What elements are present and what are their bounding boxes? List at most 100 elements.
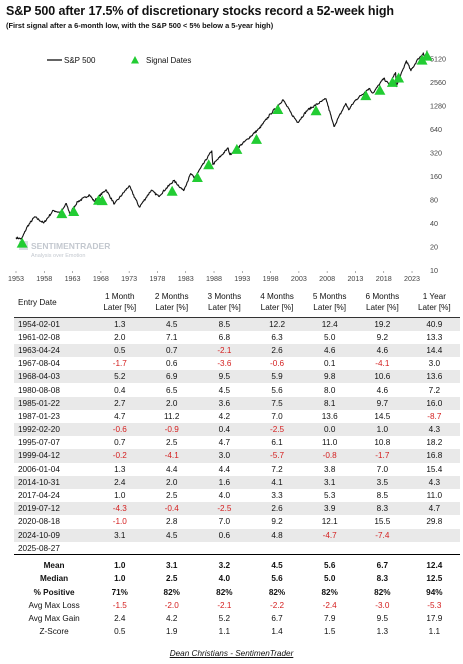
return-cell: 16.0 xyxy=(426,398,443,408)
col-header: 1 Year Later [%] xyxy=(417,292,451,312)
return-cell: 11.0 xyxy=(426,491,442,501)
signal-marker xyxy=(421,50,433,61)
return-cell: 9.7 xyxy=(376,398,389,408)
entry-date-cell: 1980-08-08 xyxy=(18,385,60,395)
return-cell: -1.0 xyxy=(112,517,127,527)
return-cell xyxy=(198,542,251,555)
return-cell: 2.6 xyxy=(271,504,283,514)
entry-date-cell: 1967-08-04 xyxy=(18,359,60,369)
return-cell: 2.0 xyxy=(166,398,178,408)
return-cell: -2.1 xyxy=(217,345,232,355)
return-cell: -3.6 xyxy=(217,359,232,369)
entry-date-cell: 1963-04-24 xyxy=(18,345,60,355)
return-cell xyxy=(409,529,460,542)
return-cell: 12.1 xyxy=(321,517,338,527)
x-tick-label: 1978 xyxy=(149,274,165,282)
x-tick-label: 1983 xyxy=(178,274,194,282)
return-cell: 5.2 xyxy=(114,372,126,382)
table-row: 1987-01-23 4.7 11.2 4.2 7.0 13.6 14.5 -8.7 xyxy=(14,410,460,423)
return-cell: -1.7 xyxy=(112,359,127,369)
summary-value: 6.7 xyxy=(356,554,409,573)
return-cell: 4.2 xyxy=(218,411,231,421)
signal-marker xyxy=(56,208,68,219)
entry-date-cell: 2019-07-12 xyxy=(18,504,60,514)
x-tick-label: 1988 xyxy=(206,274,222,282)
return-cell: 3.0 xyxy=(428,359,441,369)
summary-value: 82% xyxy=(374,587,391,597)
return-cell: 6.5 xyxy=(166,385,178,395)
summary-label: Avg Max Gain xyxy=(28,614,80,624)
return-cell: 10.6 xyxy=(374,372,391,382)
summary-value: -2.0 xyxy=(164,600,179,610)
y-tick-label: 10 xyxy=(430,266,438,275)
return-cell: 3.9 xyxy=(323,504,336,514)
col-header: 5 Months Later [%] xyxy=(312,292,347,312)
x-tick-label: 1968 xyxy=(93,274,109,282)
table-row: 1999-04-12 -0.2 -4.1 3.0 -5.7 -0.8 -1.7 16.8 xyxy=(14,449,460,463)
return-cell: 4.4 xyxy=(166,464,178,474)
return-cell: -2.5 xyxy=(217,504,232,514)
return-cell: 9.2 xyxy=(376,332,389,342)
return-cell: 2.5 xyxy=(166,491,178,501)
signal-marker xyxy=(251,133,263,144)
return-cell: 0.4 xyxy=(218,425,231,435)
return-cell: 0.7 xyxy=(166,345,178,355)
return-cell xyxy=(409,542,460,555)
summary-value: 2.5 xyxy=(166,574,178,584)
return-cell: 1.0 xyxy=(376,425,389,435)
entry-date-cell: 1985-01-22 xyxy=(18,398,60,408)
return-cell: 3.6 xyxy=(218,398,231,408)
return-cell: 2.7 xyxy=(114,398,126,408)
return-cell: -0.2 xyxy=(112,451,127,461)
summary-row: Z-Score 0.5 1.9 1.1 1.4 1.5 1.3 1.1 xyxy=(14,625,460,638)
return-cell: 4.5 xyxy=(145,316,199,331)
x-tick-label: 1953 xyxy=(8,274,24,282)
summary-row: Avg Max Gain 2.4 4.2 5.2 6.7 7.9 9.5 17.9 xyxy=(14,612,460,625)
return-cell: -4.1 xyxy=(164,451,179,461)
return-cell: -0.9 xyxy=(164,425,179,435)
table-row: 2014-10-31 2.4 2.0 1.6 4.1 3.1 3.5 4.3 xyxy=(14,475,460,489)
return-cell: 12.4 xyxy=(303,316,357,331)
return-cell: 0.7 xyxy=(114,438,126,448)
return-cell: -4.3 xyxy=(112,504,127,514)
legend-line-label: S&P 500 xyxy=(64,56,96,65)
return-cell: 4.8 xyxy=(271,530,283,540)
return-cell: 7.0 xyxy=(218,517,231,527)
return-cell: 1.0 xyxy=(114,491,126,501)
return-cell: -7.4 xyxy=(375,530,390,540)
return-cell: 4.3 xyxy=(428,425,441,435)
x-tick-label: 2003 xyxy=(291,274,307,282)
return-cell: 0.5 xyxy=(114,345,126,355)
return-cell: 11.2 xyxy=(164,411,180,421)
signal-marker xyxy=(191,172,203,183)
return-cell: 4.6 xyxy=(323,345,336,355)
return-cell: 6.9 xyxy=(166,372,178,382)
return-cell: 5.9 xyxy=(271,372,283,382)
return-cell: -1.7 xyxy=(375,451,390,461)
table-row: 2017-04-24 1.0 2.5 4.0 3.3 5.3 8.5 11.0 xyxy=(14,489,460,502)
entry-date-cell: 2024-10-09 xyxy=(18,530,60,540)
x-tick-label: 2018 xyxy=(376,274,392,282)
return-cell xyxy=(303,542,356,555)
col-header: 2 Months Later [%] xyxy=(154,292,189,312)
signal-marker xyxy=(231,143,243,154)
return-cell: 7.2 xyxy=(428,385,441,395)
signal-marker xyxy=(203,159,215,170)
return-cell: 2.0 xyxy=(166,477,178,487)
y-tick-label: 1280 xyxy=(430,102,446,111)
return-cell: 0.0 xyxy=(323,425,336,435)
summary-label: Mean xyxy=(14,554,95,573)
x-tick-label: 2013 xyxy=(347,274,363,282)
summary-value: 1.1 xyxy=(428,627,441,637)
return-cell: 0.4 xyxy=(114,385,126,395)
col-header-entry-date: Entry Date xyxy=(18,297,57,307)
summary-value: 12.5 xyxy=(426,574,443,584)
legend-marker-label: Signal Dates xyxy=(146,56,191,65)
return-cell: 6.3 xyxy=(271,332,283,342)
table-row: 1954-02-01 1.3 4.5 8.5 12.2 12.4 19.2 40.9 xyxy=(14,316,460,331)
return-cell: 4.1 xyxy=(271,477,283,487)
return-cell: 3.3 xyxy=(271,491,283,501)
summary-value: -2.1 xyxy=(217,600,232,610)
signal-marker xyxy=(68,206,80,217)
signal-marker xyxy=(310,105,322,116)
